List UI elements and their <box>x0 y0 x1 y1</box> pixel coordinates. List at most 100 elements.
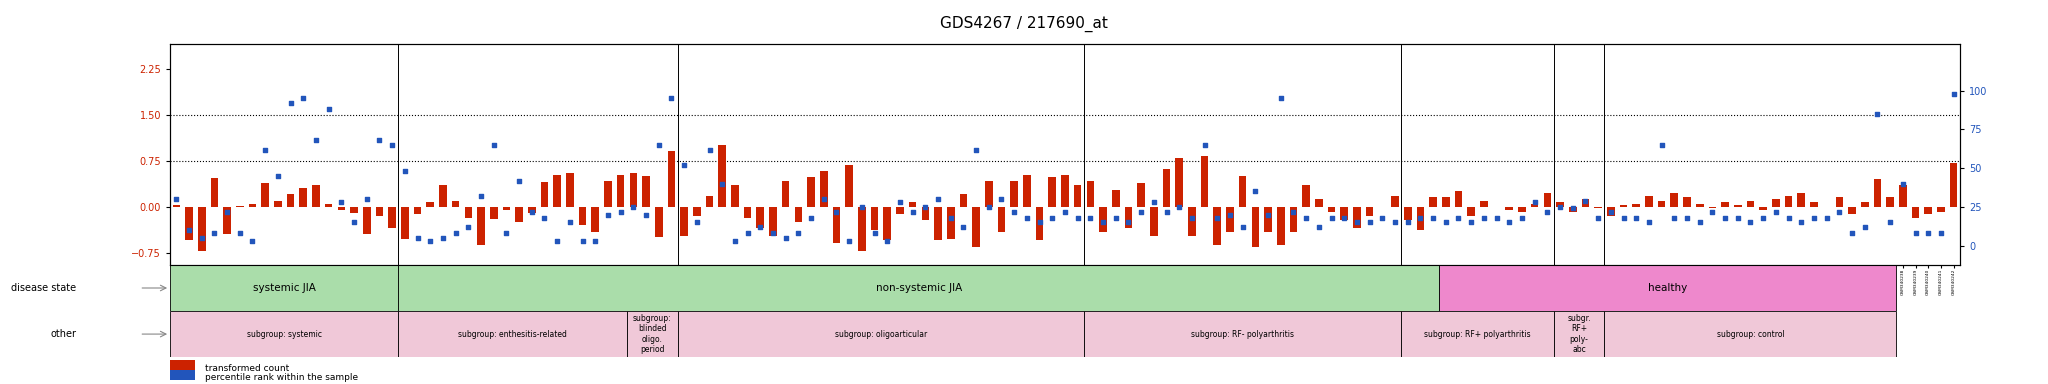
Bar <box>338 207 346 210</box>
Point <box>1214 212 1247 218</box>
Point <box>1124 209 1157 215</box>
Bar <box>311 185 319 207</box>
Point <box>731 230 764 236</box>
Point <box>1595 209 1628 215</box>
Point <box>1239 188 1272 194</box>
Point <box>743 224 776 230</box>
Text: systemic JIA: systemic JIA <box>252 283 315 293</box>
Point <box>1100 215 1133 221</box>
Bar <box>1354 207 1360 228</box>
Bar <box>946 207 954 238</box>
Point <box>160 196 193 202</box>
Bar <box>553 175 561 207</box>
Point <box>553 219 586 225</box>
Point <box>1823 209 1855 215</box>
Bar <box>1430 197 1438 207</box>
Point <box>528 215 561 221</box>
Point <box>453 224 485 230</box>
Bar <box>1049 177 1057 207</box>
Point <box>883 199 915 205</box>
Text: subgroup: oligoarticular: subgroup: oligoarticular <box>836 329 928 339</box>
Bar <box>1466 207 1475 216</box>
Bar <box>1227 207 1233 232</box>
Point <box>1264 95 1296 101</box>
Bar <box>616 175 625 207</box>
Point <box>1722 215 1755 221</box>
Point <box>199 230 231 236</box>
Point <box>985 196 1018 202</box>
Bar <box>1898 185 1907 207</box>
Point <box>1430 219 1462 225</box>
Bar <box>1657 200 1665 207</box>
Bar <box>1112 190 1120 207</box>
Bar <box>973 207 979 247</box>
Bar <box>287 194 295 207</box>
Bar <box>1442 197 1450 207</box>
Point <box>211 209 244 215</box>
Bar <box>1556 202 1565 207</box>
Bar <box>770 207 776 236</box>
Bar <box>211 178 219 207</box>
Bar <box>362 207 371 234</box>
Bar <box>399 311 627 357</box>
Bar <box>299 188 307 207</box>
Point <box>680 219 713 225</box>
Point <box>1810 215 1843 221</box>
Point <box>1518 199 1550 205</box>
Bar <box>1010 181 1018 207</box>
Point <box>807 196 840 202</box>
Point <box>1163 204 1196 210</box>
Bar <box>1401 311 1554 357</box>
Point <box>580 238 612 244</box>
Bar <box>592 207 600 232</box>
Bar <box>897 207 903 214</box>
Point <box>1659 215 1692 221</box>
Bar <box>1518 207 1526 212</box>
Bar <box>655 207 664 237</box>
Bar <box>1708 207 1716 208</box>
Bar <box>782 181 788 207</box>
Bar <box>565 173 573 207</box>
Point <box>997 209 1030 215</box>
Point <box>489 230 522 236</box>
Point <box>1505 215 1538 221</box>
Bar <box>1620 205 1628 207</box>
Point <box>1303 224 1335 230</box>
Point <box>1493 219 1526 225</box>
Bar <box>643 176 649 207</box>
Bar <box>516 207 522 222</box>
Bar <box>223 207 231 234</box>
Point <box>1759 209 1792 215</box>
Point <box>248 146 281 152</box>
Point <box>616 204 649 210</box>
Bar <box>489 207 498 219</box>
Bar <box>1759 207 1767 210</box>
Bar <box>1747 200 1755 207</box>
Point <box>375 142 408 148</box>
Point <box>172 227 205 233</box>
Text: subgroup: RF+ polyarthritis: subgroup: RF+ polyarthritis <box>1423 329 1530 339</box>
Bar <box>707 196 713 207</box>
Point <box>223 230 256 236</box>
Point <box>1747 215 1780 221</box>
Bar <box>199 207 205 251</box>
Point <box>1188 142 1221 148</box>
Bar <box>795 207 803 222</box>
Point <box>946 224 979 230</box>
Point <box>668 162 700 168</box>
Bar <box>465 207 473 218</box>
Bar <box>858 207 866 251</box>
Point <box>655 95 688 101</box>
Point <box>1886 180 1919 187</box>
Point <box>870 238 903 244</box>
Point <box>1620 215 1653 221</box>
Point <box>1417 215 1450 221</box>
Text: transformed count: transformed count <box>205 364 289 373</box>
Bar <box>426 202 434 207</box>
Point <box>961 146 993 152</box>
Point <box>897 209 930 215</box>
Point <box>692 146 725 152</box>
Bar <box>1772 199 1780 207</box>
Point <box>1024 219 1057 225</box>
Bar <box>1036 207 1042 240</box>
